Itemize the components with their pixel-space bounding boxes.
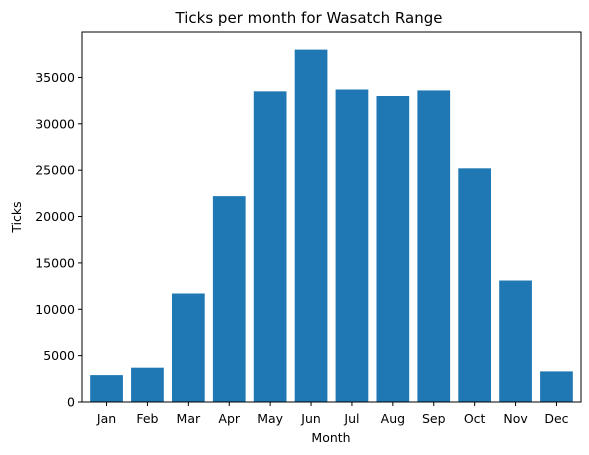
bar-nov — [499, 280, 532, 402]
y-tick-label: 0 — [67, 395, 75, 410]
y-axis-label: Ticks — [9, 201, 24, 233]
y-tick-label: 25000 — [35, 163, 75, 178]
y-tick-label: 5000 — [43, 348, 75, 363]
bar-feb — [131, 367, 164, 402]
bar-oct — [458, 168, 492, 402]
bar-may — [253, 91, 287, 402]
x-tick-label: Jan — [96, 411, 116, 426]
x-axis-label: Month — [311, 430, 350, 445]
y-tick-label: 30000 — [35, 116, 75, 131]
x-tick-label: Nov — [503, 411, 528, 426]
x-tick-label: Dec — [544, 411, 568, 426]
x-tick-label: Aug — [381, 411, 405, 426]
bar-dec — [540, 371, 573, 402]
y-axis-ticks: 0 5000 10000 15000 20000 25000 30000 35000 — [35, 70, 82, 410]
x-tick-label: Mar — [177, 411, 201, 426]
x-axis-ticks: Jan Feb Mar Apr May Jun Jul Aug Sep Oct Nov Dec — [96, 402, 569, 426]
bar-apr — [212, 196, 246, 402]
bar-jun — [294, 49, 328, 402]
chart-title: Ticks per month for Wasatch Range — [175, 9, 443, 27]
x-tick-label: Jun — [300, 411, 321, 426]
bar-jul — [335, 89, 369, 402]
x-tick-label: Feb — [136, 411, 158, 426]
x-tick-label: Sep — [422, 411, 446, 426]
bar-mar — [171, 293, 205, 402]
x-tick-label: Apr — [218, 411, 240, 426]
y-tick-label: 15000 — [35, 255, 75, 270]
bar-sep — [417, 90, 451, 402]
plot-frame — [81, 31, 582, 403]
x-tick-label: Oct — [464, 411, 486, 426]
x-tick-label: May — [257, 411, 283, 426]
x-tick-label: Jul — [343, 411, 359, 426]
bar-aug — [376, 95, 410, 403]
y-tick-label: 35000 — [35, 70, 75, 85]
bars-group — [90, 49, 573, 403]
y-tick-label: 10000 — [35, 302, 75, 317]
bar-jan — [90, 375, 123, 402]
y-tick-label: 20000 — [35, 209, 75, 224]
